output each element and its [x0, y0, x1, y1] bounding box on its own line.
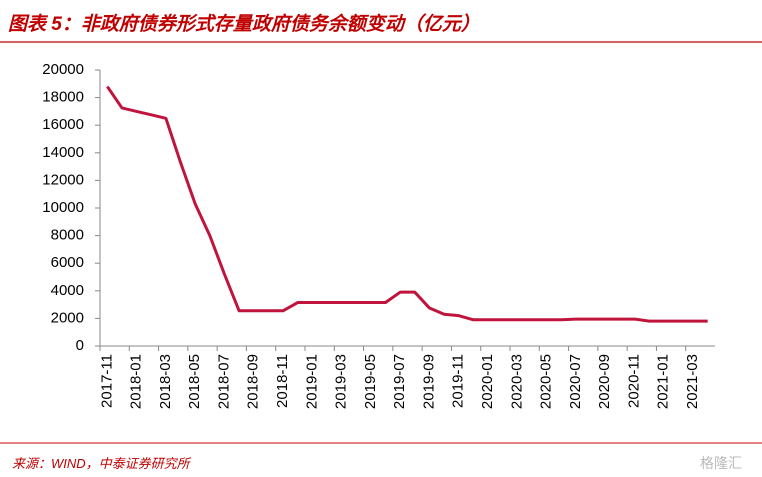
- x-tick-label: 2018-03: [157, 354, 174, 409]
- y-tick-label: 6000: [51, 254, 84, 271]
- x-tick-label: 2019-07: [391, 354, 408, 409]
- watermark: 格隆汇: [700, 455, 742, 471]
- x-tick-label: 2019-03: [333, 354, 350, 409]
- y-tick-label: 8000: [51, 227, 84, 244]
- x-tick-label: 2019-09: [420, 354, 437, 409]
- x-tick-label: 2020-07: [567, 354, 584, 409]
- x-tick-label: 2019-11: [450, 354, 467, 408]
- x-tick-label: 2018-05: [186, 354, 203, 409]
- y-tick-label: 16000: [42, 116, 84, 133]
- y-tick-label: 20000: [42, 61, 84, 78]
- source: 来源：WIND，中泰证券研究所: [12, 456, 192, 471]
- x-tick-label: 2018-09: [245, 354, 262, 409]
- y-tick-label: 4000: [51, 282, 84, 299]
- x-tick-label: 2018-11: [274, 354, 291, 408]
- y-tick-label: 10000: [42, 199, 84, 216]
- x-tick-label: 2020-03: [508, 354, 525, 409]
- y-tick-label: 2000: [51, 309, 84, 326]
- line-series: [106, 85, 708, 323]
- x-tick-label: 2019-01: [303, 354, 320, 409]
- y-tick-label: 0: [76, 337, 84, 354]
- x-tick-label: 2020-05: [538, 354, 555, 409]
- chart-title: 图表 5：非政府债券形式存量政府债务余额变动（亿元）: [8, 13, 480, 35]
- x-tick-label: 2019-05: [362, 354, 379, 409]
- x-tick-label: 2017-11: [98, 354, 115, 408]
- y-tick-label: 12000: [42, 171, 84, 188]
- y-tick-label: 14000: [42, 144, 84, 161]
- x-tick-label: 2020-09: [596, 354, 613, 409]
- x-tick-label: 2018-01: [128, 354, 145, 409]
- y-tick-label: 18000: [42, 89, 84, 106]
- x-tick-label: 2021-01: [655, 354, 672, 409]
- x-tick-label: 2020-11: [625, 354, 642, 408]
- x-tick-label: 2020-01: [479, 354, 496, 409]
- x-tick-label: 2018-07: [215, 354, 232, 409]
- x-tick-label: 2021-03: [684, 354, 701, 409]
